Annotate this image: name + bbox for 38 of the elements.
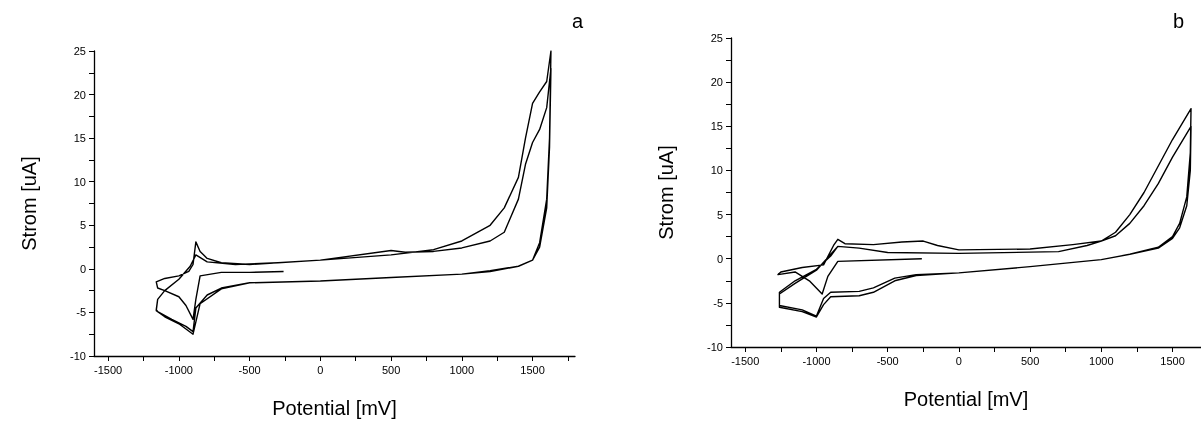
y-tick-label: 0 (79, 262, 86, 275)
x-tick-label: -1000 (802, 354, 831, 367)
x-axis-title: Potential [mV] (903, 388, 1029, 410)
x-tick-label: -500 (238, 363, 261, 376)
y-tick-label: 0 (716, 252, 723, 265)
y-tick-label: -10 (70, 350, 86, 362)
x-tick-label: 0 (955, 354, 962, 367)
x-tick-label: 500 (381, 363, 401, 376)
y-tick-label: 25 (73, 45, 86, 57)
y-tick-label: 5 (716, 208, 723, 221)
chart-title: a (571, 10, 584, 32)
x-tick-label: -1500 (731, 354, 760, 367)
x-tick-label: -1500 (94, 363, 123, 376)
y-tick-label: -5 (713, 296, 723, 309)
x-tick-label: 0 (317, 363, 324, 376)
chart-title: b (1172, 10, 1184, 32)
y-tick-label: 10 (710, 164, 723, 177)
x-tick-label: 500 (1020, 354, 1040, 367)
y-tick-label: -10 (707, 341, 723, 353)
y-tick-label: 20 (73, 88, 86, 101)
line-series (777, 107, 1192, 318)
y-tick-label: 25 (710, 32, 723, 44)
y-tick-label: 5 (79, 219, 86, 232)
x-tick-label: -500 (876, 354, 899, 367)
y-tick-label: 20 (710, 76, 723, 89)
y-axis-title: Strom [uA] (655, 145, 677, 240)
y-tick-label: 15 (73, 132, 86, 145)
x-tick-label: -1000 (164, 363, 193, 376)
y-tick-label: 10 (73, 175, 86, 188)
y-tick-label: -5 (76, 306, 86, 319)
x-tick-label: 1000 (1089, 354, 1114, 367)
line-series (155, 50, 552, 335)
x-axis-title: Potential [mV] (272, 397, 397, 419)
y-tick-label: 15 (710, 120, 723, 133)
x-tick-label: 1500 (1160, 354, 1185, 367)
x-tick-label: 1000 (449, 363, 475, 376)
y-axis-title: Strom [uA] (18, 156, 40, 251)
x-tick-label: 1500 (520, 363, 545, 376)
